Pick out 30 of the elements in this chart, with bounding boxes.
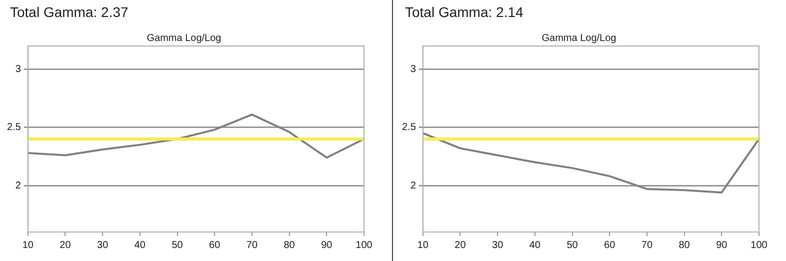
x-tick-label: 80 bbox=[284, 240, 296, 251]
chart-title: Total Gamma: 2.37 bbox=[10, 4, 128, 20]
x-tick-label: 100 bbox=[750, 240, 768, 251]
x-tick-label: 30 bbox=[492, 240, 504, 251]
x-tick-label: 80 bbox=[678, 240, 690, 251]
x-tick-label: 50 bbox=[566, 240, 578, 251]
y-tick-label: 2.5 bbox=[6, 122, 22, 134]
x-tick-label: 10 bbox=[417, 240, 429, 251]
x-tick-label: 20 bbox=[60, 240, 72, 251]
x-tick-label: 60 bbox=[209, 240, 221, 251]
x-tick-label: 90 bbox=[716, 240, 728, 251]
x-tick-label: 20 bbox=[454, 240, 466, 251]
y-tick-label: 2 bbox=[410, 180, 416, 192]
y-tick-label: 3 bbox=[410, 64, 416, 75]
x-tick-label: 40 bbox=[134, 240, 146, 251]
x-tick-label: 100 bbox=[356, 240, 373, 251]
x-tick-label: 70 bbox=[246, 240, 258, 251]
y-tick-label: 2.5 bbox=[402, 122, 416, 134]
x-tick-label: 90 bbox=[321, 240, 333, 251]
chart-title: Total Gamma: 2.14 bbox=[405, 4, 524, 20]
x-tick-label: 10 bbox=[22, 240, 34, 251]
chart-subtitle: Gamma Log/Log bbox=[146, 32, 222, 44]
y-tick-label: 2 bbox=[15, 180, 22, 192]
y-tick-label: 3 bbox=[15, 64, 22, 75]
x-tick-label: 60 bbox=[604, 240, 616, 251]
x-tick-label: 70 bbox=[641, 240, 653, 251]
chart-subtitle: Gamma Log/Log bbox=[542, 32, 616, 44]
x-tick-label: 30 bbox=[97, 240, 109, 251]
x-tick-label: 50 bbox=[172, 240, 184, 251]
x-tick-label: 40 bbox=[529, 240, 541, 251]
